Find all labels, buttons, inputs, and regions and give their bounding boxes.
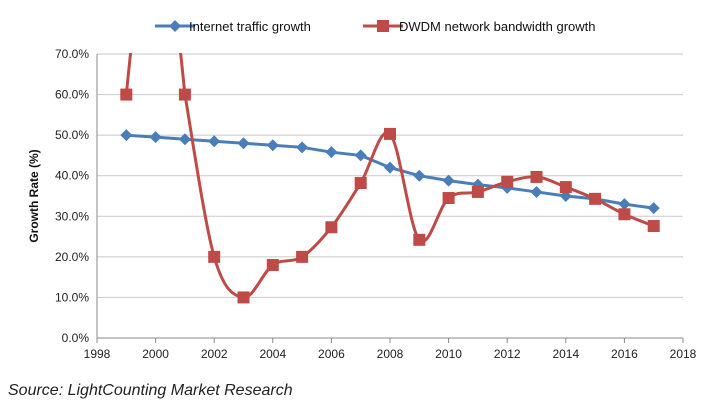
x-tick-label: 1998	[84, 347, 111, 361]
y-tick-label: 10.0%	[55, 290, 89, 304]
tick-labels: 0.0% 10.0% 20.0% 30.0% 40.0% 50.0% 60.0% 70.0% 1…	[55, 47, 697, 361]
data-point-diamond	[208, 135, 221, 148]
data-point-square	[559, 181, 572, 194]
y-tick-label: 60.0%	[55, 88, 89, 102]
source-caption: Source: LightCounting Market Research	[8, 382, 293, 399]
legend: Internet traffic growth DWDM network ban…	[155, 19, 596, 34]
data-point-square	[618, 208, 631, 221]
data-point-diamond	[237, 137, 250, 150]
x-tick-label: 2002	[201, 347, 228, 361]
data-point-diamond	[178, 133, 191, 146]
y-tick-label: 30.0%	[55, 209, 89, 223]
data-point-square	[442, 192, 455, 205]
x-tick-label: 2006	[318, 347, 345, 361]
legend-label-internet-traffic: Internet traffic growth	[189, 19, 311, 34]
data-point-square	[325, 221, 338, 234]
data-point-square	[501, 175, 514, 188]
series-layer	[120, 53, 660, 304]
data-point-square	[471, 185, 484, 198]
data-point-square	[354, 177, 367, 190]
data-point-square	[178, 88, 191, 101]
axes	[96, 54, 684, 343]
x-tick-label: 2000	[142, 347, 169, 361]
data-point-diamond	[354, 149, 367, 162]
data-point-square	[237, 291, 250, 304]
data-point-diamond	[266, 139, 279, 152]
data-point-square	[296, 250, 309, 263]
x-tick-label: 2010	[435, 347, 462, 361]
data-point-diamond	[296, 141, 309, 154]
y-tick-label: 20.0%	[55, 250, 89, 264]
data-point-square	[384, 127, 396, 140]
y-tick-label: 40.0%	[55, 169, 89, 183]
data-point-square	[208, 250, 221, 263]
y-tick-label: 0.0%	[62, 331, 90, 345]
data-point-diamond	[647, 202, 660, 215]
line-chart: 0.0% 10.0% 20.0% 30.0% 40.0% 50.0% 60.0% 70.0% 1…	[27, 19, 697, 361]
legend-diamond-marker	[169, 20, 181, 32]
x-tick-label: 2012	[494, 347, 521, 361]
data-point-square	[589, 192, 602, 205]
x-tick-label: 2008	[377, 347, 404, 361]
data-point-square	[413, 233, 426, 246]
legend-square-marker	[377, 20, 389, 32]
data-point-square	[530, 170, 543, 183]
legend-item-internet-traffic: Internet traffic growth	[155, 19, 311, 34]
data-point-square	[647, 220, 660, 233]
series-line-dwdm	[124, 53, 655, 299]
data-point-diamond	[325, 146, 338, 159]
x-tick-label: 2018	[670, 347, 697, 361]
data-point-square	[266, 258, 279, 271]
data-point-square	[120, 88, 133, 101]
data-point-diamond	[120, 129, 133, 142]
x-tick-label: 2014	[552, 347, 579, 361]
data-point-diamond	[530, 185, 543, 198]
data-point-diamond	[149, 131, 162, 144]
legend-label-dwdm: DWDM network bandwidth growth	[399, 19, 596, 34]
y-tick-label: 50.0%	[55, 128, 89, 142]
x-tick-label: 2016	[611, 347, 638, 361]
data-point-diamond	[618, 198, 631, 211]
y-tick-label: 70.0%	[55, 47, 89, 61]
data-point-diamond	[384, 161, 396, 174]
data-point-diamond	[442, 174, 455, 187]
legend-item-dwdm: DWDM network bandwidth growth	[363, 19, 596, 34]
data-point-diamond	[413, 169, 426, 182]
x-tick-label: 2004	[259, 347, 286, 361]
y-axis-title: Growth Rate (%)	[27, 149, 41, 242]
